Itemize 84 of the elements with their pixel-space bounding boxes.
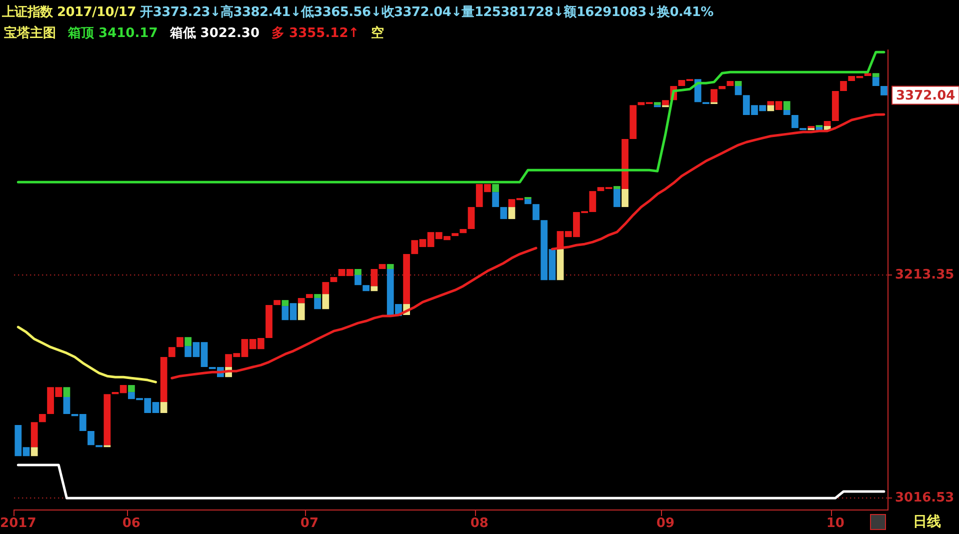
bar — [492, 192, 499, 208]
bar — [832, 91, 839, 122]
bar — [718, 86, 726, 90]
y-tick-label: 3213.35 — [895, 267, 954, 282]
bar — [386, 264, 394, 270]
bar — [354, 269, 362, 276]
bar — [872, 73, 880, 78]
bar — [613, 186, 620, 190]
bar — [403, 254, 410, 304]
bar — [824, 121, 831, 126]
bar — [370, 269, 378, 286]
y-tick-label: 3372.04 — [896, 88, 956, 104]
bar — [298, 303, 305, 320]
bar — [298, 298, 305, 304]
x-tick-label: 10 — [826, 516, 844, 532]
bar — [30, 422, 38, 448]
legend-title: 宝塔主图 — [4, 24, 56, 42]
bar — [734, 81, 742, 86]
bar — [282, 300, 289, 306]
bar — [710, 89, 718, 102]
bar — [783, 101, 790, 110]
bar — [622, 189, 628, 208]
bar — [500, 207, 508, 220]
x-tick-label: 2017 — [0, 516, 36, 532]
bar — [613, 189, 620, 208]
text: 空 — [371, 26, 384, 41]
x-tick-label: 08 — [470, 516, 488, 532]
bar — [88, 431, 94, 446]
bar — [726, 81, 734, 86]
bar — [362, 285, 370, 292]
text: 3022.30 — [199, 26, 260, 41]
bar — [840, 81, 847, 92]
x-tick-label: 06 — [122, 516, 140, 532]
bar — [63, 397, 70, 414]
bar — [160, 357, 168, 402]
bar — [880, 86, 888, 96]
bar — [767, 105, 774, 112]
bar — [492, 184, 499, 192]
bar — [306, 294, 313, 298]
chart-title: 上证指数 2017/10/17 开3373.23↓高3382.41↓低3365.56↓收3372.04↓量125381728↓额16291083↓换0.41% — [2, 5, 714, 20]
bar — [508, 207, 516, 220]
bar — [330, 277, 338, 282]
bar — [168, 347, 176, 358]
x-tick-label: 09 — [656, 516, 675, 532]
bar — [314, 298, 321, 310]
bar — [354, 275, 362, 286]
bar — [532, 204, 540, 220]
bar — [630, 105, 637, 140]
bar — [556, 249, 564, 280]
bar — [524, 199, 532, 204]
bar — [274, 300, 281, 306]
bar — [322, 294, 330, 310]
bar — [63, 387, 70, 398]
bar — [176, 337, 184, 348]
text: 多 — [272, 26, 284, 41]
bar — [468, 207, 475, 230]
text: 箱顶 — [68, 26, 94, 41]
bar — [30, 447, 38, 456]
bar — [128, 385, 135, 392]
bar — [734, 86, 742, 96]
bar — [654, 102, 661, 106]
bar — [370, 286, 378, 292]
bar — [816, 127, 823, 130]
bar — [452, 233, 459, 236]
text: 3355.12↑ — [288, 26, 360, 41]
text: 3410.17 — [98, 26, 158, 41]
y-tick-label: 3016.53 — [895, 490, 954, 506]
bar — [622, 139, 628, 190]
bar — [314, 294, 321, 298]
bar — [460, 229, 467, 234]
bar — [160, 402, 168, 414]
bar — [783, 110, 790, 116]
bar — [872, 77, 880, 86]
bar — [378, 264, 386, 270]
bar — [104, 394, 111, 446]
bar — [184, 337, 192, 346]
x-tick-label: 07 — [300, 516, 318, 532]
text: 日线 — [913, 513, 941, 531]
bar — [322, 282, 330, 294]
bar — [792, 115, 798, 128]
bar — [266, 305, 272, 338]
bar — [662, 100, 669, 106]
text: 箱低 — [170, 26, 196, 41]
bar — [38, 414, 46, 422]
